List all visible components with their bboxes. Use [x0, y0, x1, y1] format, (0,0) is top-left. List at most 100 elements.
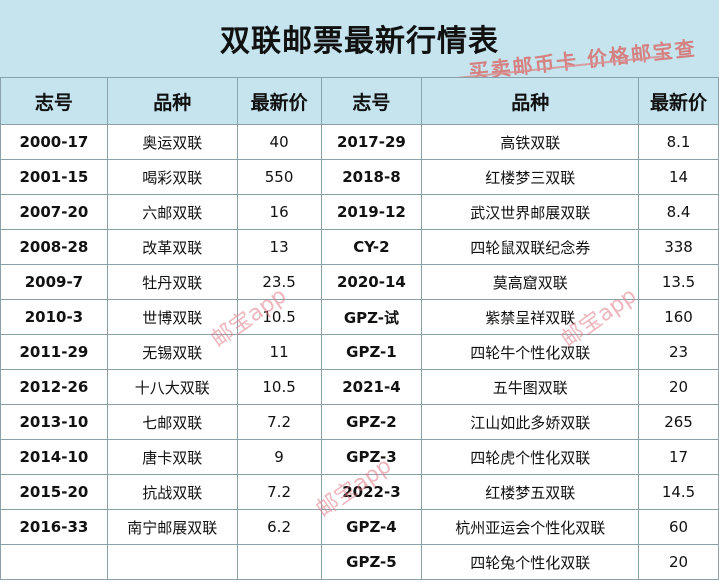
cell-code: 2017-29 — [320, 124, 423, 160]
cell-code: 2022-3 — [320, 474, 423, 510]
table-row: 2007-20 六邮双联 16 2019-12 武汉世界邮展双联 8.4 — [0, 194, 719, 230]
cell-price: 23.5 — [236, 264, 322, 300]
cell-price: 7.2 — [236, 474, 322, 510]
cell-name: 奥运双联 — [106, 124, 238, 160]
cell-name: 五牛图双联 — [421, 369, 640, 405]
cell-price: 265 — [638, 404, 719, 440]
cell-price: 20 — [638, 369, 719, 405]
cell-name: 六邮双联 — [106, 194, 238, 230]
header-name-1: 品种 — [106, 77, 238, 125]
cell-price: 60 — [638, 509, 719, 545]
cell-code: GPZ-试 — [320, 299, 423, 335]
cell-name: 杭州亚运会个性化双联 — [421, 509, 640, 545]
table-row: 2010-3 世博双联 10.5 GPZ-试 紫禁呈祥双联 160 — [0, 299, 719, 335]
cell-price: 40 — [236, 124, 322, 160]
cell-price: 17 — [638, 439, 719, 475]
header-price-1: 最新价 — [236, 77, 322, 125]
table-row: 2011-29 无锡双联 11 GPZ-1 四轮牛个性化双联 23 — [0, 334, 719, 370]
table-row: 2009-7 牡丹双联 23.5 2020-14 莫高窟双联 13.5 — [0, 264, 719, 300]
cell-code: 2010-3 — [0, 299, 108, 335]
cell-name: 七邮双联 — [106, 404, 238, 440]
cell-code: 2008-28 — [0, 229, 108, 265]
cell-name: 武汉世界邮展双联 — [421, 194, 640, 230]
cell-name: 世博双联 — [106, 299, 238, 335]
cell-code: 2011-29 — [0, 334, 108, 370]
cell-code: 2015-20 — [0, 474, 108, 510]
price-table: 志号 品种 最新价 志号 品种 最新价 2000-17 奥运双联 40 2017-29… — [0, 77, 719, 580]
cell-name — [106, 544, 238, 580]
cell-price: 14 — [638, 159, 719, 195]
cell-code: 2012-26 — [0, 369, 108, 405]
cell-name: 唐卡双联 — [106, 439, 238, 475]
table-row: 2008-28 改革双联 13 CY-2 四轮鼠双联纪念券 338 — [0, 229, 719, 265]
cell-name: 四轮鼠双联纪念券 — [421, 229, 640, 265]
cell-code: 2016-33 — [0, 509, 108, 545]
cell-name: 四轮虎个性化双联 — [421, 439, 640, 475]
table-row: 2000-17 奥运双联 40 2017-29 高铁双联 8.1 — [0, 124, 719, 160]
cell-code: GPZ-1 — [320, 334, 423, 370]
cell-code: 2021-4 — [320, 369, 423, 405]
table-row: 2016-33 南宁邮展双联 6.2 GPZ-4 杭州亚运会个性化双联 60 — [0, 509, 719, 545]
page-title: 双联邮票最新行情表 — [220, 24, 499, 59]
cell-code: 2014-10 — [0, 439, 108, 475]
header-code-2: 志号 — [320, 77, 423, 125]
cell-price: 14.5 — [638, 474, 719, 510]
cell-price: 10.5 — [236, 369, 322, 405]
cell-code: GPZ-3 — [320, 439, 423, 475]
cell-price: 550 — [236, 159, 322, 195]
header-row: 志号 品种 最新价 志号 品种 最新价 — [0, 77, 719, 125]
cell-code: 2013-10 — [0, 404, 108, 440]
table-row: 2015-20 抗战双联 7.2 2022-3 红楼梦五双联 14.5 — [0, 474, 719, 510]
cell-price: 20 — [638, 544, 719, 580]
cell-code — [0, 544, 108, 580]
cell-code: 2019-12 — [320, 194, 423, 230]
cell-code: GPZ-2 — [320, 404, 423, 440]
cell-price: 10.5 — [236, 299, 322, 335]
cell-price: 9 — [236, 439, 322, 475]
cell-name: 红楼梦三双联 — [421, 159, 640, 195]
cell-price: 8.1 — [638, 124, 719, 160]
table-row: 2014-10 唐卡双联 9 GPZ-3 四轮虎个性化双联 17 — [0, 439, 719, 475]
cell-name: 红楼梦五双联 — [421, 474, 640, 510]
cell-name: 紫禁呈祥双联 — [421, 299, 640, 335]
cell-code: 2000-17 — [0, 124, 108, 160]
cell-name: 改革双联 — [106, 229, 238, 265]
cell-name: 抗战双联 — [106, 474, 238, 510]
cell-name: 南宁邮展双联 — [106, 509, 238, 545]
cell-price: 160 — [638, 299, 719, 335]
title-bar: 双联邮票最新行情表 买卖邮币卡 价格邮宝查 — [0, 0, 719, 84]
cell-name: 十八大双联 — [106, 369, 238, 405]
table-row: GPZ-5 四轮兔个性化双联 20 — [0, 544, 719, 580]
cell-name: 江山如此多娇双联 — [421, 404, 640, 440]
cell-price: 13 — [236, 229, 322, 265]
cell-code: 2007-20 — [0, 194, 108, 230]
table-row: 2001-15 喝彩双联 550 2018-8 红楼梦三双联 14 — [0, 159, 719, 195]
cell-name: 高铁双联 — [421, 124, 640, 160]
header-price-2: 最新价 — [638, 77, 719, 125]
cell-price: 13.5 — [638, 264, 719, 300]
cell-price: 23 — [638, 334, 719, 370]
cell-code: 2009-7 — [0, 264, 108, 300]
cell-code: 2001-15 — [0, 159, 108, 195]
table-row: 2013-10 七邮双联 7.2 GPZ-2 江山如此多娇双联 265 — [0, 404, 719, 440]
header-name-2: 品种 — [421, 77, 640, 125]
header-code-1: 志号 — [0, 77, 108, 125]
cell-name: 四轮兔个性化双联 — [421, 544, 640, 580]
cell-name: 牡丹双联 — [106, 264, 238, 300]
cell-name: 喝彩双联 — [106, 159, 238, 195]
cell-name: 莫高窟双联 — [421, 264, 640, 300]
cell-code: GPZ-4 — [320, 509, 423, 545]
cell-price — [236, 544, 322, 580]
cell-code: CY-2 — [320, 229, 423, 265]
cell-name: 无锡双联 — [106, 334, 238, 370]
cell-code: GPZ-5 — [320, 544, 423, 580]
cell-price: 338 — [638, 229, 719, 265]
cell-price: 6.2 — [236, 509, 322, 545]
cell-price: 16 — [236, 194, 322, 230]
cell-price: 8.4 — [638, 194, 719, 230]
cell-name: 四轮牛个性化双联 — [421, 334, 640, 370]
cell-code: 2018-8 — [320, 159, 423, 195]
cell-price: 7.2 — [236, 404, 322, 440]
cell-code: 2020-14 — [320, 264, 423, 300]
